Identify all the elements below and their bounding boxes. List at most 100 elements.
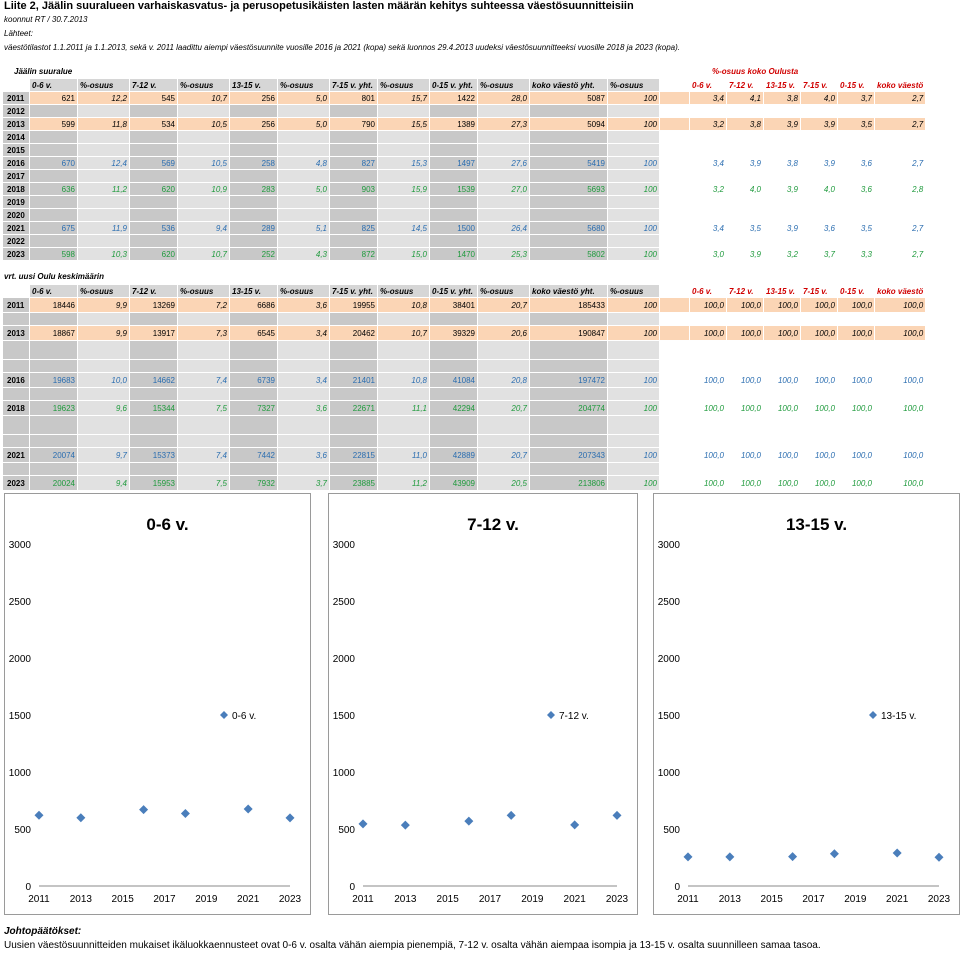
empty-cell: [177, 234, 230, 248]
oulu-share-cell: 3,2: [689, 182, 727, 196]
year-cell: 2022: [2, 234, 30, 248]
empty-cell: [800, 234, 838, 248]
y-tick-label: 1000: [658, 768, 681, 779]
table1-right-title: %-osuus koko Oulusta: [712, 67, 799, 76]
column-header: koko väestö yht.: [529, 78, 608, 92]
empty-cell: [726, 234, 764, 248]
empty-cell: [800, 143, 838, 157]
empty-cell: [129, 312, 178, 326]
count-cell: 675: [29, 221, 78, 235]
page-title: Liite 2, Jäälin suuralueen varhaiskasvat…: [4, 0, 634, 12]
empty-cell: [177, 104, 230, 118]
oulu-share-cell: 100,0: [763, 297, 801, 313]
data-point: [612, 810, 622, 820]
share-column-header: 7-12 v.: [726, 78, 764, 92]
empty-cell: [873, 169, 927, 183]
empty-cell: [129, 359, 178, 373]
x-tick-label: 2019: [521, 894, 544, 905]
empty-cell: [77, 130, 130, 144]
empty-cell: [177, 169, 230, 183]
oulu-share-cell: 3,9: [726, 156, 764, 170]
empty-cell: [689, 359, 727, 373]
empty-cell: [800, 462, 838, 476]
table-row: [2, 359, 927, 373]
column-header: 7-12 v.: [129, 284, 178, 298]
empty-cell: [529, 415, 608, 435]
share-column-header: 13-15 v.: [763, 78, 801, 92]
empty-cell: [277, 208, 330, 222]
empty-cell: [800, 312, 838, 326]
oulu-share-cell: 100,0: [726, 400, 764, 416]
oulu-share-cell: 3,9: [763, 221, 801, 235]
oulu-share-cell: 100,0: [800, 297, 838, 313]
empty-cell: [177, 415, 230, 435]
oulu-share-cell: 4,0: [726, 182, 764, 196]
empty-cell: [763, 234, 801, 248]
share-cell: 12,2: [77, 91, 130, 105]
empty-cell: [229, 104, 278, 118]
y-tick-label: 3000: [9, 540, 32, 551]
empty-cell: [763, 143, 801, 157]
oulu-share-cell: 3,5: [837, 221, 875, 235]
year-cell: 2021: [2, 447, 30, 463]
legend-marker: [547, 711, 555, 719]
share-cell: 20,7: [477, 447, 530, 463]
empty-cell: [763, 359, 801, 373]
column-header: %-osuus: [277, 78, 330, 92]
share-cell: 9,9: [77, 325, 130, 341]
y-tick-label: 1500: [658, 711, 681, 722]
column-header: %-osuus: [607, 78, 660, 92]
empty-cell: [129, 104, 178, 118]
oulu-share-cell: 3,6: [837, 182, 875, 196]
oulu-share-cell: 3,7: [800, 247, 838, 261]
y-tick-label: 0: [349, 882, 355, 893]
share-column-header: 7-15 v.: [800, 78, 838, 92]
x-tick-label: 2015: [112, 894, 135, 905]
empty-cell: [529, 387, 608, 401]
empty-cell: [763, 340, 801, 360]
table-row: 2013 18867 9,9 13917 7,3 6545 3,4 20462 10,7 3932…: [2, 325, 927, 341]
share-cell: 9,9: [77, 297, 130, 313]
share-cell: 100: [607, 475, 660, 491]
empty-cell: [873, 130, 927, 144]
empty-cell: [873, 195, 927, 209]
empty-cell: [229, 434, 278, 448]
empty-cell: [277, 462, 330, 476]
count-cell: 620: [129, 247, 178, 261]
count-cell: 13269: [129, 297, 178, 313]
oulu-share-cell: 3,4: [689, 91, 727, 105]
empty-cell: [177, 130, 230, 144]
share-cell: 26,4: [477, 221, 530, 235]
count-cell: 197472: [529, 372, 608, 388]
empty-cell: [177, 195, 230, 209]
empty-cell: [837, 340, 875, 360]
empty-cell: [837, 415, 875, 435]
data-point: [570, 820, 580, 830]
empty-cell: [77, 234, 130, 248]
column-header: 7-15 v. yht.: [329, 78, 378, 92]
year-cell: 2012: [2, 104, 30, 118]
y-tick-label: 2500: [658, 597, 681, 608]
column-header: 0-15 v. yht.: [429, 78, 478, 92]
data-point: [464, 816, 474, 826]
share-cell: 15,3: [377, 156, 430, 170]
oulu-share-cell: 100,0: [763, 325, 801, 341]
share-cell: 20,7: [477, 297, 530, 313]
empty-cell: [377, 312, 430, 326]
y-tick-label: 2000: [9, 654, 32, 665]
share-column-header: koko väestö: [873, 78, 927, 92]
empty-cell: [477, 340, 530, 360]
oulu-share-cell: 3,9: [763, 182, 801, 196]
empty-cell: [29, 462, 78, 476]
empty-cell: [429, 462, 478, 476]
count-cell: 42294: [429, 400, 478, 416]
empty-cell: [229, 387, 278, 401]
empty-cell: [177, 208, 230, 222]
year-cell: 2023: [2, 247, 30, 261]
empty-cell: [277, 340, 330, 360]
share-cell: 20,5: [477, 475, 530, 491]
empty-cell: [329, 415, 378, 435]
empty-cell: [800, 169, 838, 183]
column-header: %-osuus: [377, 284, 430, 298]
empty-cell: [607, 234, 660, 248]
